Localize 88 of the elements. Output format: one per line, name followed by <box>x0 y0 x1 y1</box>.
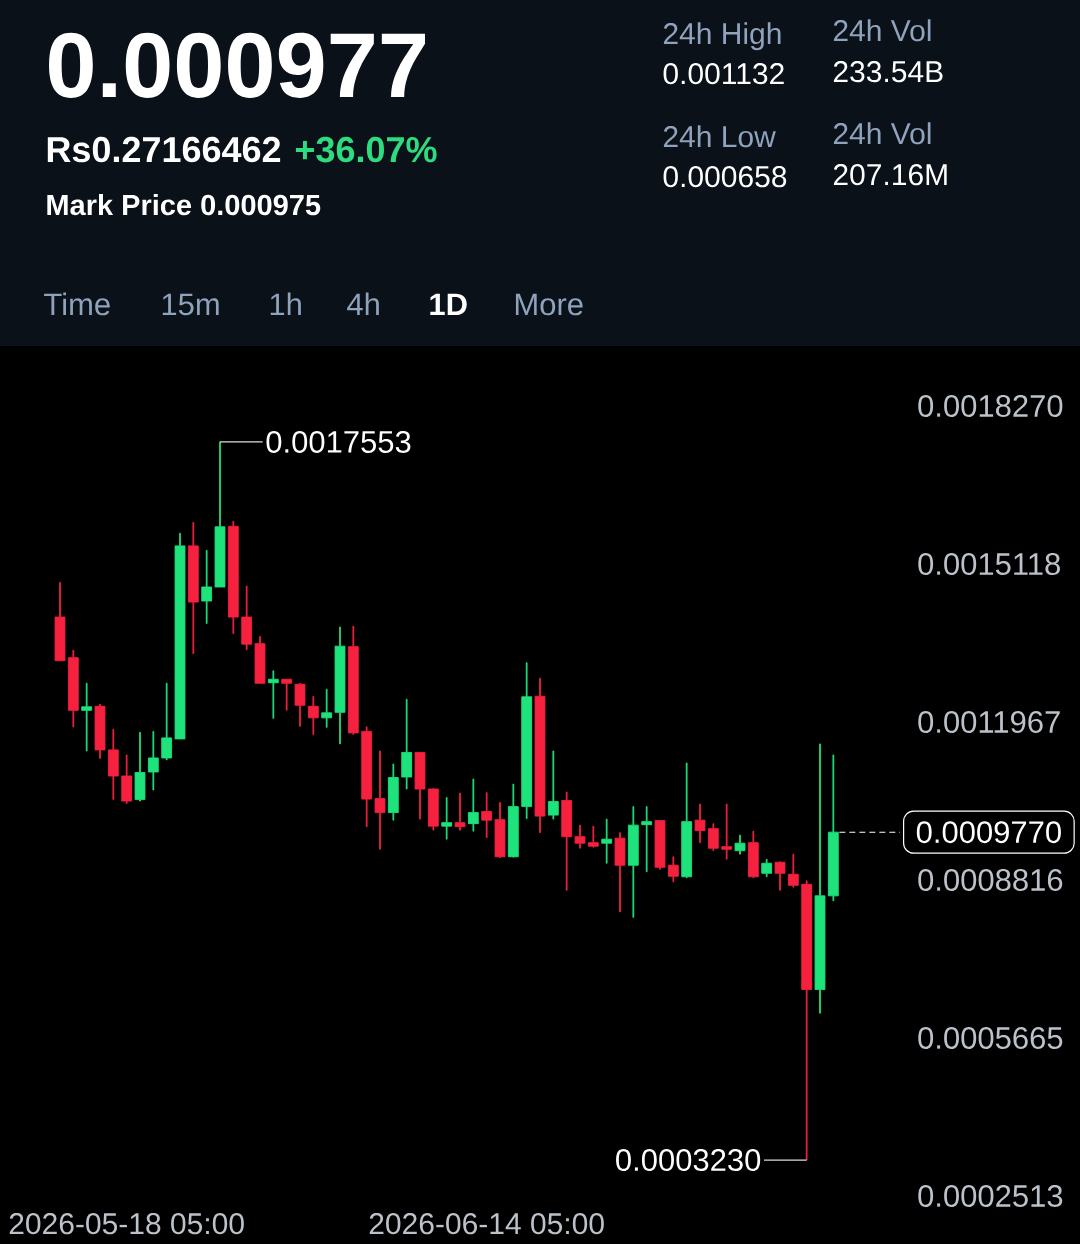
candlestick <box>747 830 759 879</box>
candlestick <box>601 818 613 864</box>
candlestick <box>627 806 639 918</box>
candlestick <box>721 803 733 860</box>
candlestick <box>681 762 693 879</box>
ref-line-label: 0.0009770 <box>916 821 1061 844</box>
x-tick-label: 2026-05-18 05:00 <box>9 1213 244 1235</box>
y-tick-label: 0.0011967 <box>918 711 1060 733</box>
candlestick <box>494 802 506 859</box>
candlestick <box>574 824 586 849</box>
candlestick <box>321 688 333 728</box>
candlestick <box>801 880 813 1161</box>
candlestick <box>667 856 679 883</box>
candlestick <box>174 532 186 740</box>
candlestick <box>561 791 573 891</box>
candlestick <box>334 626 346 745</box>
candlestick <box>227 520 239 635</box>
text: Time <box>44 292 110 316</box>
candlestick <box>814 743 826 1014</box>
candlestick <box>761 858 773 878</box>
candlestick <box>614 832 626 913</box>
text: 0.001132 <box>663 63 784 85</box>
candlestick <box>547 750 559 820</box>
candlestick <box>267 670 279 719</box>
text: 24h High <box>663 22 781 51</box>
y-tick-label: 0.0002513 <box>918 1185 1063 1207</box>
candlestick <box>734 834 746 855</box>
candlestick <box>281 678 293 711</box>
candlestick <box>521 662 533 820</box>
candlestick <box>454 792 466 831</box>
text: 1h <box>270 292 301 315</box>
candlestick <box>641 806 653 873</box>
text: 24h Vol <box>833 122 931 145</box>
candlestick <box>427 788 439 831</box>
candlestick <box>387 763 399 821</box>
text: Rs0.27166462 <box>47 136 281 163</box>
candlestick <box>374 750 386 850</box>
candlestick <box>534 677 546 834</box>
candlestick <box>107 728 119 801</box>
candlestick <box>414 751 426 820</box>
text: 0.0017553 <box>266 430 411 453</box>
text: 0.0003230 <box>616 1149 761 1172</box>
text: 15m <box>162 293 219 316</box>
candlestick <box>787 853 799 888</box>
candlestick <box>67 649 79 728</box>
text: 4h <box>347 292 379 315</box>
candlestick <box>707 823 719 852</box>
text: +36.07% <box>295 136 437 163</box>
candlestick <box>134 731 146 802</box>
candlestick <box>187 521 199 655</box>
candlestick <box>147 730 159 791</box>
candlestick <box>307 695 319 735</box>
candlestick <box>81 682 93 752</box>
text: 0.000977 <box>49 32 425 98</box>
candlestick <box>161 682 173 761</box>
candlestick <box>694 803 706 844</box>
y-tick-label: 0.0015118 <box>918 553 1060 576</box>
candlestick <box>54 582 66 662</box>
text: More <box>515 293 583 316</box>
y-tick-label: 0.0005665 <box>918 1027 1063 1049</box>
y-tick-label: 0.0018270 <box>918 395 1063 417</box>
text: 0.000658 <box>663 166 787 188</box>
candlestick <box>654 820 666 870</box>
candlestick <box>467 778 479 832</box>
candlestick <box>441 797 453 840</box>
candlestick <box>214 441 226 588</box>
candlestick <box>294 682 306 727</box>
candlestick <box>507 783 519 858</box>
candlestick <box>121 754 133 805</box>
y-tick-label: 0.0008816 <box>918 869 1063 891</box>
text: 24h Vol <box>833 19 931 42</box>
candlestick <box>201 549 213 625</box>
candlestick <box>347 625 359 735</box>
text: 233.54B <box>833 61 943 83</box>
candlestick <box>401 698 413 790</box>
candlestick <box>774 861 786 891</box>
text: 24h Low <box>663 125 776 148</box>
candlestick <box>361 726 373 828</box>
text: Mark Price 0.000975 <box>47 193 321 216</box>
candlestick <box>587 825 599 848</box>
x-tick-label: 2026-06-14 05:00 <box>369 1213 604 1235</box>
candlestick <box>254 636 266 684</box>
candlestick <box>827 754 839 902</box>
candlestick <box>94 703 106 759</box>
candlestick <box>481 792 493 839</box>
candlestick <box>241 585 253 651</box>
text: 207.16M <box>833 164 947 186</box>
text: 1D <box>430 293 467 315</box>
